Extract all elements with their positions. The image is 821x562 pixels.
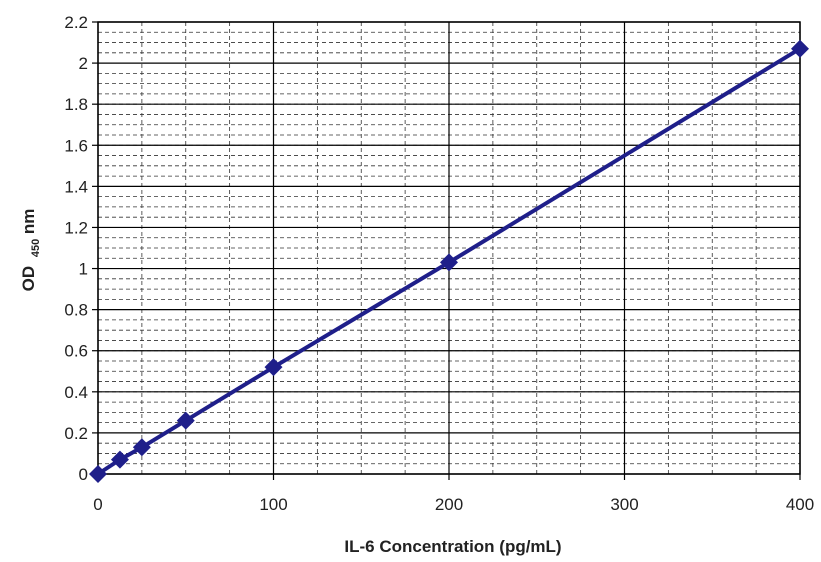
y-axis-title-subscript: 450 [30, 239, 42, 257]
y-tick-label: 2 [79, 54, 88, 73]
y-tick-label: 0.6 [64, 342, 88, 361]
x-axis-title: IL-6 Concentration (pg/mL) [344, 537, 561, 556]
x-tick-label: 400 [786, 495, 814, 514]
x-axis-ticks: 0 100 200 300 400 [93, 474, 814, 514]
x-tick-label: 100 [259, 495, 287, 514]
y-tick-label: 0.2 [64, 424, 88, 443]
y-tick-label: 0.4 [64, 383, 88, 402]
y-tick-label: 0 [79, 465, 88, 484]
y-tick-label: 1.8 [64, 95, 88, 114]
data-point-marker [440, 253, 458, 272]
y-axis-ticks: 0 0.2 0.4 0.6 0.8 1 1.2 1.4 1.6 1.8 2 2.2 [64, 13, 98, 484]
data-point-marker [89, 465, 107, 483]
y-tick-label: 1 [79, 260, 88, 279]
data-point-marker [176, 411, 195, 430]
y-tick-label: 1.2 [64, 218, 88, 237]
data-point-marker [110, 450, 129, 469]
y-tick-label: 0.8 [64, 301, 88, 320]
y-axis-title-unit: nm [19, 209, 38, 235]
data-point-marker [132, 438, 151, 457]
svg-text:OD 450 nm: OD 450 nm [19, 209, 43, 292]
data-point-marker [264, 358, 283, 377]
y-tick-label: 1.4 [64, 177, 88, 196]
y-axis-title: OD 450 nm [19, 209, 43, 292]
x-tick-label: 0 [93, 495, 102, 514]
x-tick-label: 200 [435, 495, 463, 514]
y-tick-label: 2.2 [64, 13, 88, 32]
x-tick-label: 300 [610, 495, 638, 514]
series-layer [89, 39, 809, 483]
y-tick-label: 1.6 [64, 136, 88, 155]
data-point-marker [791, 39, 809, 58]
y-axis-title-main: OD [19, 266, 38, 292]
